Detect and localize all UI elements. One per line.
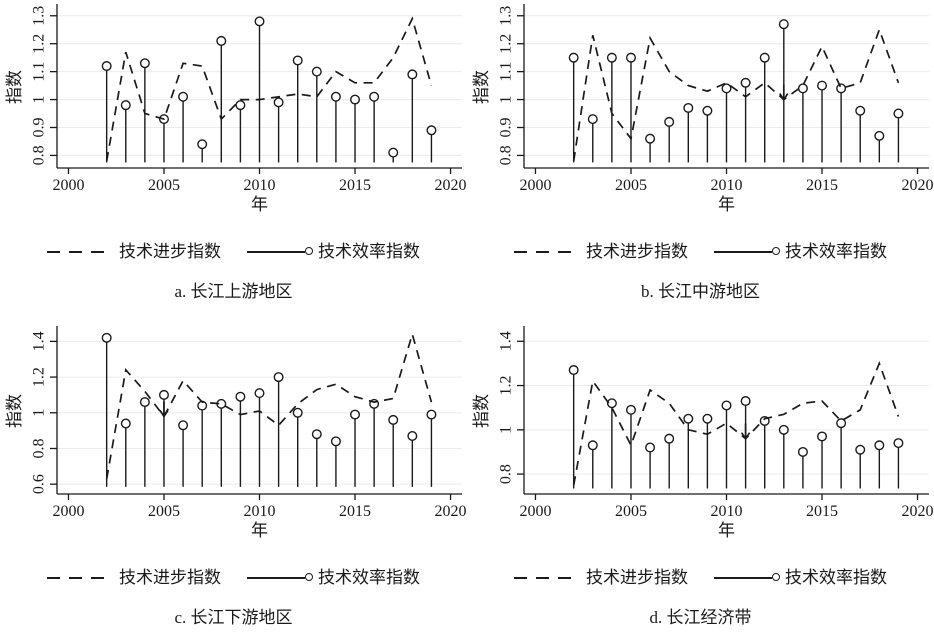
svg-text:年: 年 [718, 195, 735, 214]
chart-b: 0.8 0.9 1 1.1 1.2 1.3 2000 2005 2010 2015 2020 指数年 [472, 4, 934, 214]
dashed-line-sample-icon [47, 250, 109, 254]
svg-text:0.8: 0.8 [498, 145, 515, 165]
caption-c: c. 长江下游地区 [174, 608, 293, 627]
stem-line-sample-icon [247, 247, 313, 256]
svg-text:指数: 指数 [472, 70, 491, 104]
svg-text:2010: 2010 [244, 503, 276, 520]
dashed-line-sample-icon [514, 576, 576, 580]
svg-text:2010: 2010 [711, 177, 743, 194]
svg-text:2005: 2005 [615, 177, 647, 194]
chart-c: 0.6 0.8 1 1.2 1.4 2000 2005 2010 2015 2020 指数年 [5, 326, 467, 540]
svg-text:0.8: 0.8 [31, 145, 48, 165]
legend-label-progress: 技术进步指数 [586, 242, 688, 261]
legend-label-efficiency: 技术效率指数 [785, 568, 887, 587]
stem-line-sample-icon [714, 247, 780, 256]
svg-text:1.4: 1.4 [31, 331, 48, 351]
svg-text:1.2: 1.2 [31, 367, 48, 387]
open-circle-marker-icon [305, 573, 313, 582]
svg-text:2000: 2000 [519, 177, 551, 194]
dashed-line-sample-icon [47, 576, 109, 580]
legend-d: 技术进步指数 技术效率指数 [514, 566, 887, 590]
chart-a: 0.8 0.9 1 1.1 1.2 1.3 2000 2005 2010 2015 2020 指数年 [5, 4, 467, 214]
svg-text:年: 年 [251, 195, 268, 214]
svg-text:1.1: 1.1 [31, 62, 48, 82]
legend-label-efficiency: 技术效率指数 [318, 242, 420, 261]
svg-text:2015: 2015 [339, 503, 371, 520]
stem-line-sample-icon [714, 573, 780, 582]
svg-text:1.2: 1.2 [498, 376, 515, 396]
svg-text:1.3: 1.3 [31, 6, 48, 26]
svg-text:1.2: 1.2 [31, 34, 48, 54]
svg-text:指数: 指数 [472, 394, 491, 428]
svg-text:1: 1 [31, 409, 48, 417]
caption-b: b. 长江中游地区 [641, 282, 760, 301]
svg-text:年: 年 [251, 521, 268, 540]
legend-label-progress: 技术进步指数 [586, 568, 688, 587]
svg-text:1: 1 [498, 426, 515, 434]
svg-text:0.9: 0.9 [31, 118, 48, 138]
svg-text:0.9: 0.9 [498, 118, 515, 138]
svg-text:2000: 2000 [52, 177, 84, 194]
svg-text:指数: 指数 [5, 70, 24, 104]
svg-text:2020: 2020 [435, 503, 467, 520]
svg-text:1.1: 1.1 [498, 62, 515, 82]
open-circle-marker-icon [772, 247, 780, 256]
open-circle-marker-icon [772, 573, 780, 582]
svg-text:年: 年 [718, 521, 735, 540]
chart-d: 0.8 1 1.2 1.4 2000 2005 2010 2015 2020 指数年 [472, 326, 934, 540]
panel-d: 0.8 1 1.2 1.4 2000 2005 2010 2015 2020 指数年 技术进步指数… [467, 322, 934, 643]
legend-a: 技术进步指数 技术效率指数 [47, 240, 420, 264]
panel-b: 0.8 0.9 1 1.1 1.2 1.3 2000 2005 2010 2015 2020 指数年 … [467, 0, 934, 322]
legend-label-efficiency: 技术效率指数 [785, 242, 887, 261]
svg-text:2015: 2015 [339, 177, 371, 194]
svg-text:2020: 2020 [435, 177, 467, 194]
svg-text:1.4: 1.4 [498, 331, 515, 351]
svg-text:1: 1 [31, 96, 48, 104]
open-circle-marker-icon [305, 247, 313, 256]
legend-label-efficiency: 技术效率指数 [318, 568, 420, 587]
svg-text:2015: 2015 [806, 503, 838, 520]
svg-text:2000: 2000 [519, 503, 551, 520]
svg-text:2000: 2000 [52, 503, 84, 520]
svg-text:0.8: 0.8 [31, 438, 48, 458]
svg-text:2005: 2005 [615, 503, 647, 520]
legend-label-progress: 技术进步指数 [119, 242, 221, 261]
svg-text:2010: 2010 [711, 503, 743, 520]
svg-text:1: 1 [498, 96, 515, 104]
svg-text:1.2: 1.2 [498, 34, 515, 54]
svg-text:1.3: 1.3 [498, 6, 515, 26]
svg-text:0.6: 0.6 [31, 474, 48, 494]
svg-text:2015: 2015 [806, 177, 838, 194]
legend-label-progress: 技术进步指数 [119, 568, 221, 587]
caption-a: a. 长江上游地区 [174, 282, 293, 301]
svg-text:2005: 2005 [148, 503, 180, 520]
panel-a: 0.8 0.9 1 1.1 1.2 1.3 2000 2005 2010 2015 2020 指数年 … [0, 0, 467, 322]
svg-text:2005: 2005 [148, 177, 180, 194]
legend-b: 技术进步指数 技术效率指数 [514, 240, 887, 264]
dashed-line-sample-icon [514, 250, 576, 254]
svg-text:指数: 指数 [5, 394, 24, 428]
svg-text:2020: 2020 [902, 503, 934, 520]
caption-d: d. 长江经济带 [649, 608, 752, 627]
legend-c: 技术进步指数 技术效率指数 [47, 566, 420, 590]
panel-c: 0.6 0.8 1 1.2 1.4 2000 2005 2010 2015 2020 指数年 技术进… [0, 322, 467, 643]
svg-text:2020: 2020 [902, 177, 934, 194]
stem-line-sample-icon [247, 573, 313, 582]
svg-text:0.8: 0.8 [498, 464, 515, 484]
svg-text:2010: 2010 [244, 177, 276, 194]
